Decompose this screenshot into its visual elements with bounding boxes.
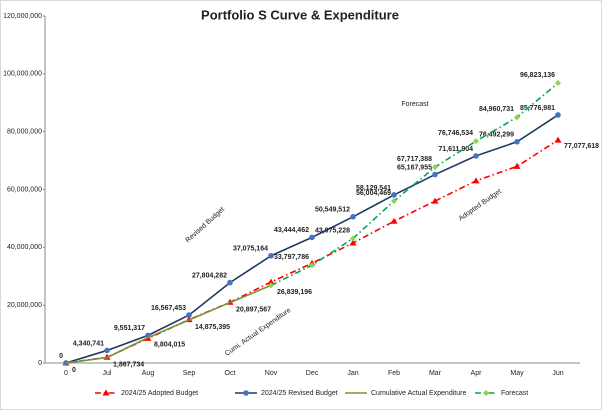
- point: [104, 347, 110, 354]
- x-tick-label: Aug: [142, 370, 155, 377]
- point: [472, 177, 480, 184]
- data-label: 76,492,299: [479, 132, 514, 139]
- point: [555, 112, 561, 118]
- data-label: 76,746,534: [438, 130, 473, 137]
- point: [432, 171, 438, 178]
- legend-label: Cumulative Actual Expenditure: [371, 390, 466, 397]
- point: [514, 114, 520, 121]
- data-label: 14,875,395: [195, 324, 230, 331]
- x-tick-label: Oct: [225, 370, 236, 377]
- data-label: 43,444,462: [274, 227, 309, 234]
- point: [473, 138, 479, 145]
- data-label: 77,077,618: [564, 143, 599, 150]
- data-label: 26,839,196: [277, 289, 312, 296]
- legend-marker: [483, 390, 489, 396]
- point: [513, 162, 521, 169]
- y-tick-label: 20,000,000: [7, 302, 42, 309]
- data-label: 50,549,512: [315, 207, 350, 214]
- data-label: 37,075,164: [233, 246, 268, 253]
- x-tick-label: Jul: [103, 370, 112, 377]
- x-tick-label: Sep: [183, 370, 196, 377]
- point: [309, 234, 315, 241]
- point: [350, 235, 356, 242]
- x-tick-label: Nov: [265, 370, 278, 377]
- legend-label: 2024/25 Adopted Budget: [121, 390, 198, 397]
- series-line: [270, 82, 559, 287]
- legend-marker: [243, 390, 249, 396]
- point: [227, 279, 233, 286]
- x-tick-label: Dec: [306, 370, 319, 377]
- data-label: 20,897,567: [236, 306, 271, 313]
- point: [391, 198, 397, 205]
- x-tick-label: Feb: [388, 370, 400, 377]
- data-label: 33,797,786: [274, 254, 309, 261]
- y-tick-label: 80,000,000: [7, 129, 42, 136]
- data-label: 84,960,731: [479, 106, 514, 113]
- chart-title: Portfolio S Curve & Expenditure: [201, 7, 399, 22]
- x-tick-label: Mar: [429, 370, 442, 377]
- point: [350, 214, 356, 220]
- point: [309, 262, 315, 269]
- point: [390, 217, 398, 224]
- data-label: 9,551,317: [114, 325, 145, 332]
- x-tick-label: Jan: [347, 370, 358, 377]
- data-label: 4,340,741: [73, 340, 104, 347]
- data-label: 58,129,541: [356, 185, 391, 192]
- data-label: 43,075,228: [315, 227, 350, 234]
- point: [391, 192, 397, 198]
- x-tick-label: May: [510, 370, 524, 377]
- point: [432, 164, 438, 171]
- data-label: 8,804,015: [154, 341, 185, 348]
- point: [473, 153, 479, 159]
- annotation: Forecast: [401, 101, 428, 108]
- y-tick-label: 60,000,000: [7, 186, 42, 193]
- point: [431, 197, 439, 204]
- data-label: 1,867,734: [113, 361, 144, 368]
- x-tick-label: 0: [64, 370, 68, 377]
- point: [514, 139, 520, 145]
- point: [186, 312, 192, 318]
- y-tick-label: 120,000,000: [3, 13, 42, 20]
- point: [268, 252, 274, 259]
- point: [349, 239, 357, 246]
- data-label: 0: [59, 353, 63, 360]
- data-label: 67,717,388: [397, 156, 432, 163]
- legend-label: Forecast: [501, 390, 528, 397]
- x-tick-label: Apr: [471, 370, 483, 377]
- y-tick-label: 0: [38, 360, 42, 367]
- legend-marker: [102, 389, 110, 396]
- series-line: [65, 284, 272, 364]
- data-label: 56,004,469: [356, 190, 391, 197]
- data-label: 27,804,282: [192, 272, 227, 279]
- legend-label: 2024/25 Revised Budget: [261, 390, 338, 397]
- x-tick-label: Jun: [552, 370, 563, 377]
- data-label: 85,776,981: [520, 105, 555, 112]
- point: [267, 278, 275, 285]
- data-label: 16,567,453: [151, 305, 186, 312]
- data-label: 65,167,955: [397, 164, 432, 171]
- point: [268, 282, 274, 289]
- data-label: 0: [72, 367, 76, 374]
- y-tick-label: 40,000,000: [7, 244, 42, 251]
- data-label: 71,611,904: [438, 146, 473, 153]
- y-tick-label: 100,000,000: [3, 71, 42, 78]
- data-label: 96,823,136: [520, 72, 555, 79]
- point: [554, 136, 562, 143]
- point: [555, 80, 561, 87]
